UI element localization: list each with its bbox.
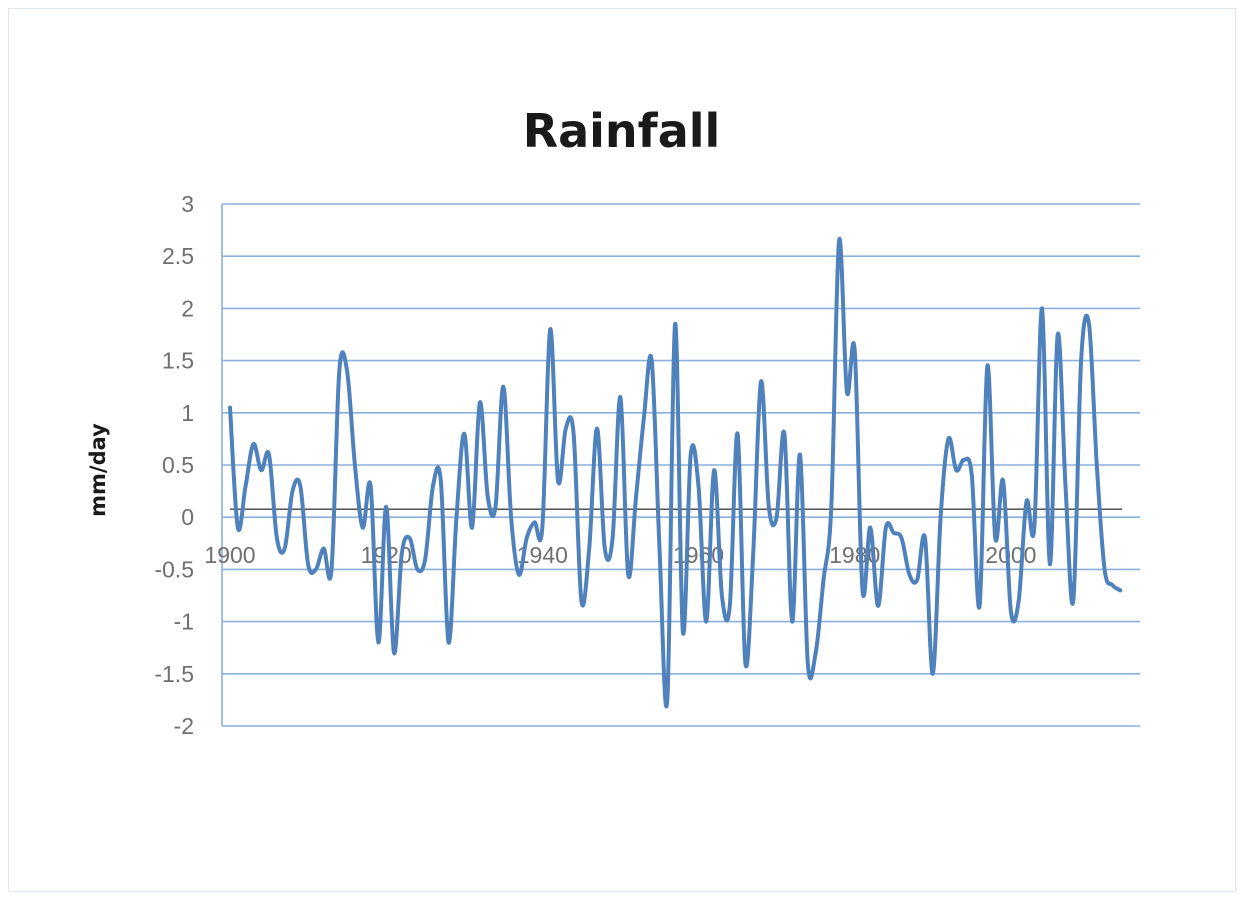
y-tick-label: 2.5 bbox=[162, 243, 194, 269]
y-tick-label: -2 bbox=[174, 713, 194, 739]
y-tick-label: 3 bbox=[181, 191, 194, 217]
y-tick-label: 1 bbox=[181, 400, 194, 426]
chart-title: Rainfall bbox=[522, 104, 721, 158]
x-tick-label: 1900 bbox=[204, 542, 255, 568]
y-tick-label: 0.5 bbox=[162, 452, 194, 478]
y-tick-label: -0.5 bbox=[154, 556, 194, 582]
y-tick-label: 0 bbox=[181, 504, 194, 530]
y-tick-label: -1 bbox=[174, 609, 194, 635]
y-tick-label: -1.5 bbox=[154, 661, 194, 687]
y-tick-label: 2 bbox=[181, 295, 194, 321]
y-tick-label: 1.5 bbox=[162, 348, 194, 374]
x-tick-label: 2000 bbox=[985, 542, 1036, 568]
series-line bbox=[228, 236, 1123, 709]
